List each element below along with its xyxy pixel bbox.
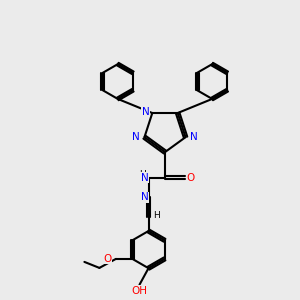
- Text: OH: OH: [131, 286, 148, 296]
- Text: O: O: [103, 254, 111, 264]
- Text: N: N: [142, 106, 149, 116]
- Text: H: H: [153, 211, 159, 220]
- Text: N: N: [190, 132, 198, 142]
- Text: O: O: [186, 172, 195, 183]
- Text: N: N: [141, 192, 148, 202]
- Text: N: N: [132, 132, 140, 142]
- Text: N: N: [141, 172, 148, 183]
- Text: H: H: [139, 170, 146, 179]
